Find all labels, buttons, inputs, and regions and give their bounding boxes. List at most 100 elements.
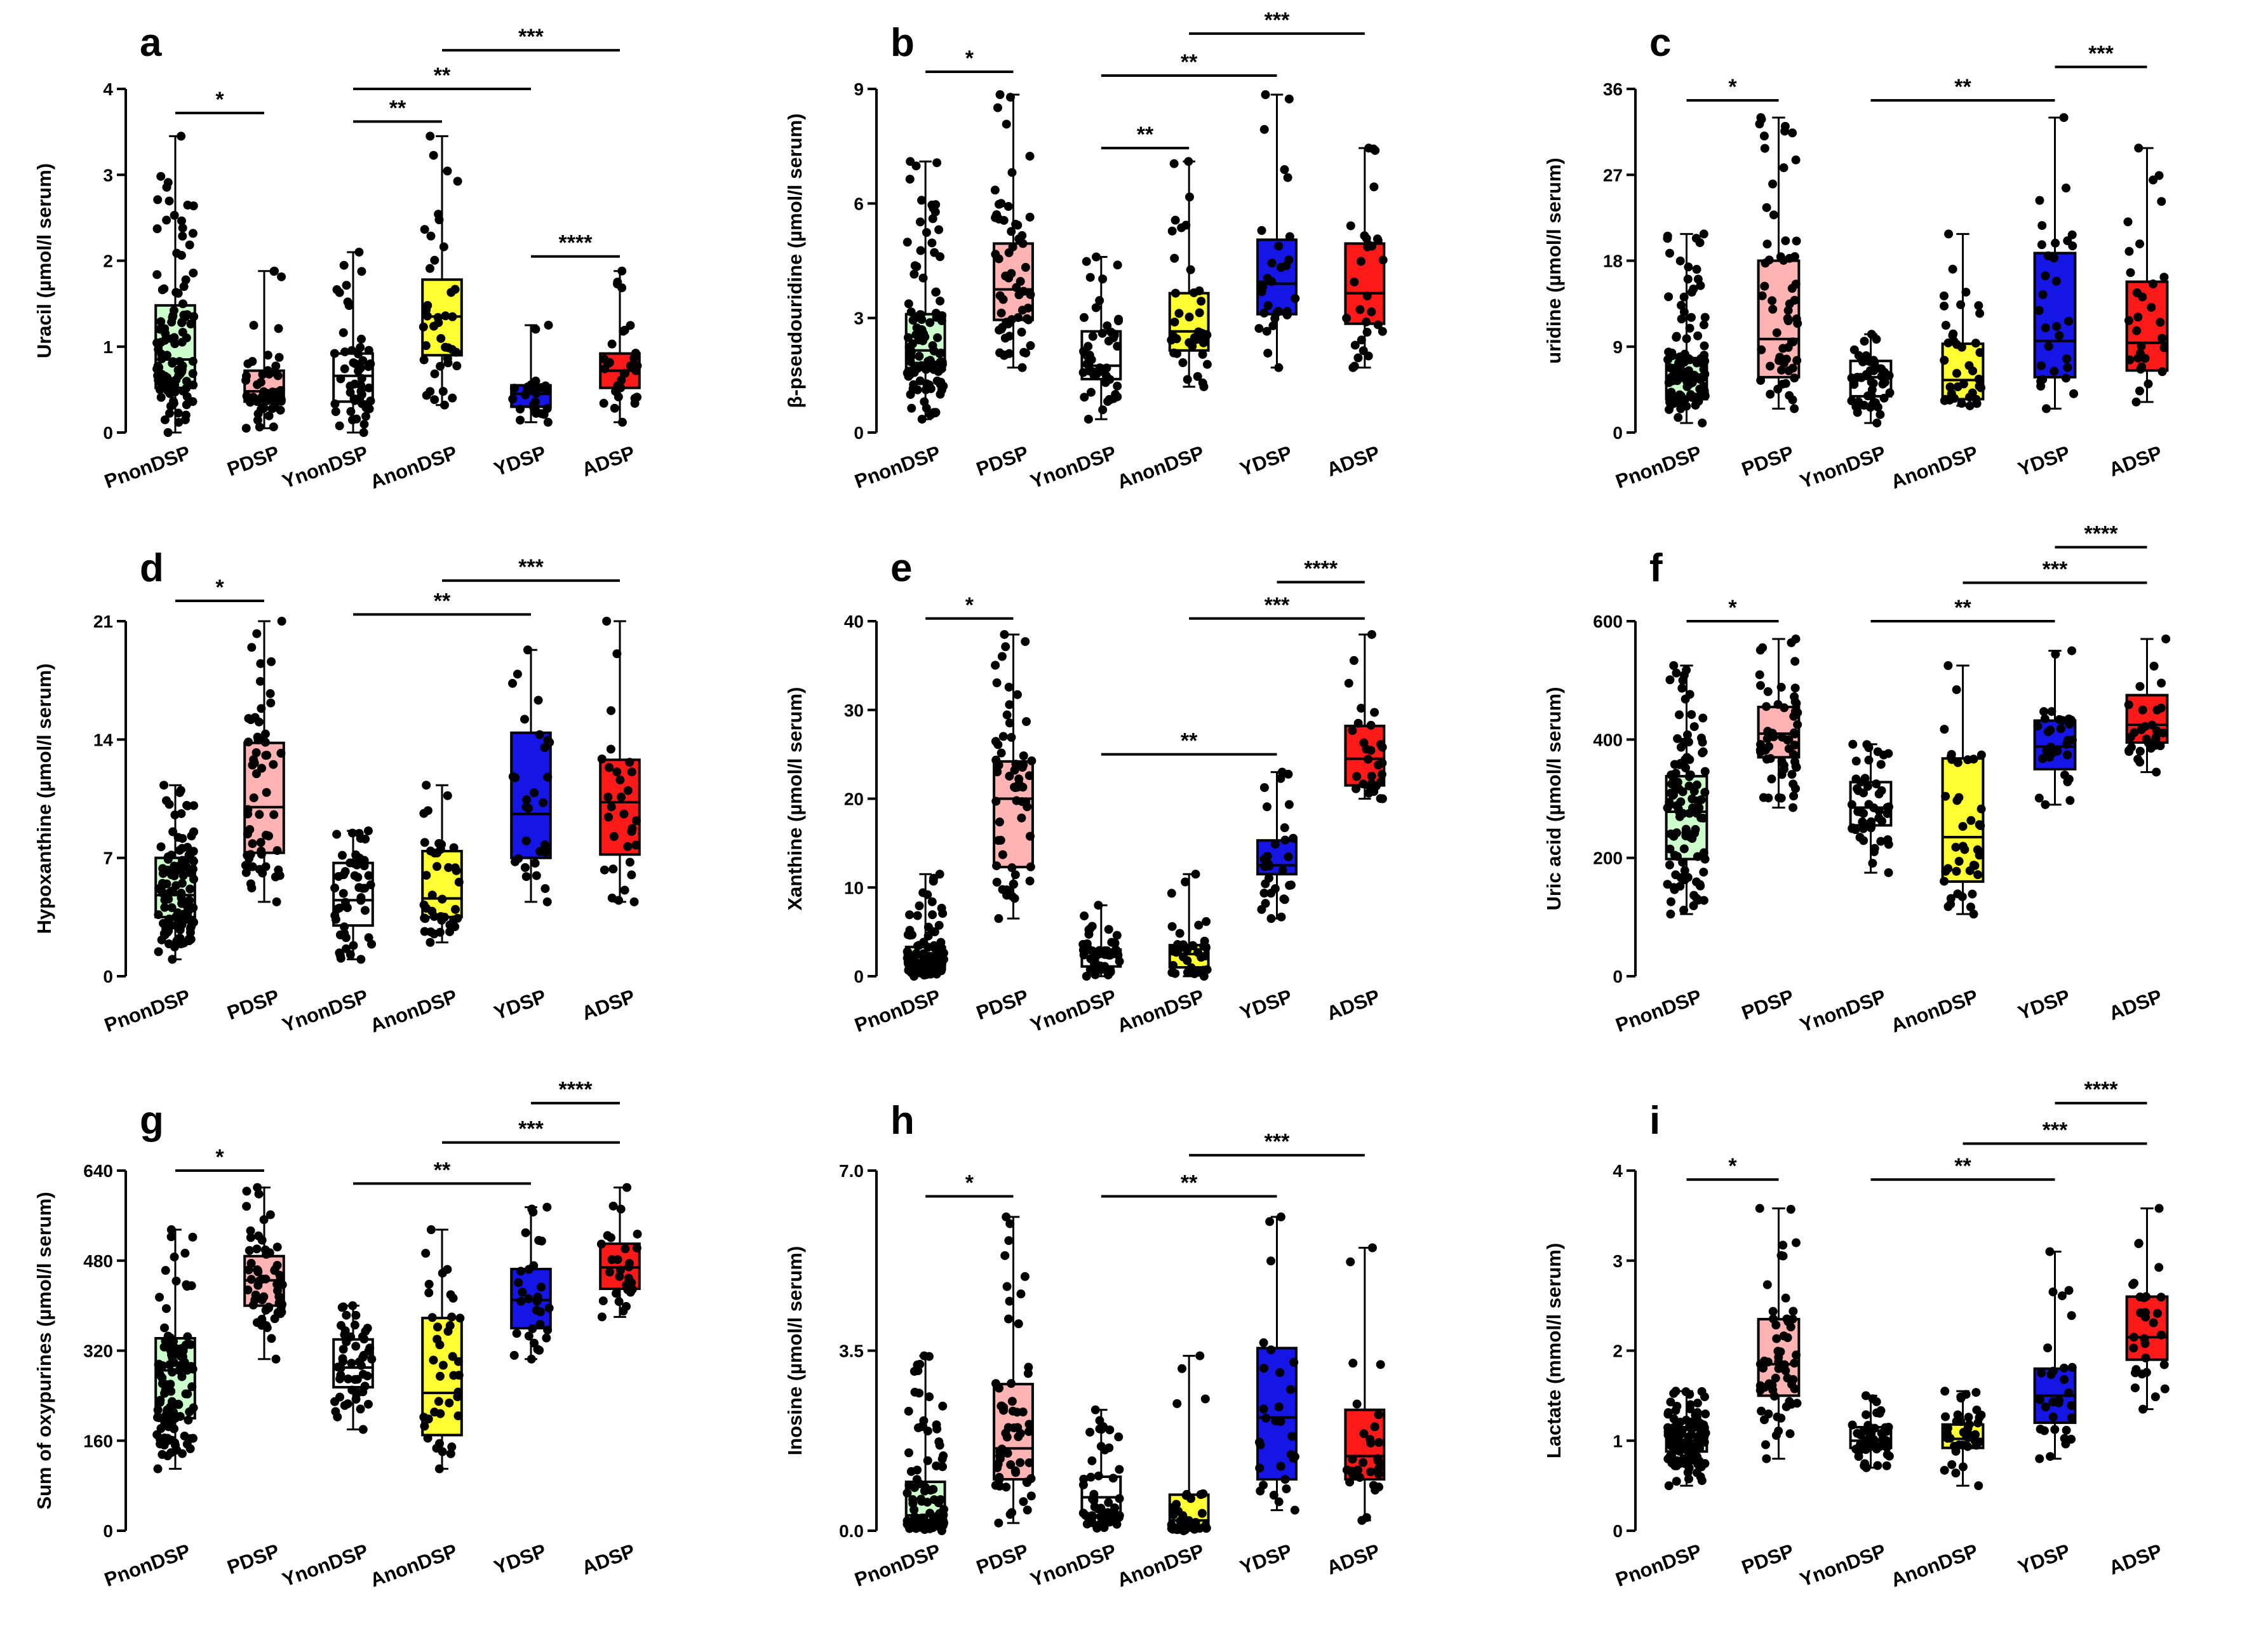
data-point (1686, 1400, 1695, 1409)
data-point (1678, 676, 1688, 685)
data-point (177, 216, 186, 225)
box-YnonDSP: YnonDSP (1028, 252, 1124, 493)
data-point (1371, 781, 1381, 791)
data-point (1769, 1392, 1779, 1401)
data-point (1700, 1392, 1709, 1402)
data-point (2157, 367, 2167, 377)
y-axis-title: Xanthine (µmol/l serum) (784, 687, 806, 910)
data-point (1083, 1512, 1092, 1521)
box-PnonDSP: PnonDSP (1613, 1387, 1710, 1591)
data-point (177, 251, 186, 260)
significance-bracket: **** (1277, 557, 1365, 584)
data-point (1764, 1409, 1773, 1419)
data-point (364, 871, 373, 880)
data-point (2135, 682, 2145, 691)
data-point (443, 791, 452, 800)
data-point (1079, 347, 1089, 356)
data-point (1944, 229, 1954, 239)
box-PnonDSP: PnonDSP (1613, 229, 1710, 493)
data-point (2061, 1439, 2070, 1449)
data-point (1696, 734, 1706, 743)
category-label: YDSP (2015, 441, 2073, 481)
data-point (2063, 363, 2072, 372)
data-point (2149, 1318, 2158, 1327)
data-point (1941, 791, 1950, 801)
data-point (271, 1354, 281, 1364)
data-point (1665, 1451, 1675, 1461)
data-point (1267, 277, 1277, 286)
data-point (1672, 364, 1682, 373)
data-point (189, 856, 198, 866)
data-point (533, 696, 543, 705)
data-point (2140, 1339, 2150, 1348)
panel-letter: c (1649, 21, 1671, 65)
box-YDSP: YDSP (1237, 767, 1298, 1024)
significance-label: **** (2084, 522, 2119, 546)
data-point (340, 1330, 349, 1340)
y-tick-label: 600 (1593, 612, 1623, 631)
data-point (2042, 746, 2051, 756)
data-point (1364, 755, 1373, 764)
data-point (2041, 323, 2050, 333)
data-point (915, 217, 925, 227)
y-tick-label: 4 (103, 79, 113, 99)
data-point (622, 1183, 632, 1192)
data-point (904, 351, 914, 360)
data-point (171, 920, 180, 930)
data-point (533, 1293, 542, 1302)
data-point (1862, 740, 1872, 749)
data-point (926, 1486, 936, 1495)
data-point (358, 356, 368, 365)
data-point (1971, 339, 1980, 348)
data-point (530, 859, 540, 868)
category-label: AnonDSP (1114, 985, 1207, 1037)
data-point (1882, 1461, 1891, 1470)
data-point (1784, 735, 1794, 744)
data-point (2067, 1311, 2076, 1321)
data-point (1763, 687, 1773, 696)
data-point (2048, 1412, 2058, 1421)
data-point (1675, 390, 1684, 400)
data-point (185, 1407, 194, 1416)
data-point (1880, 377, 1889, 387)
data-point (422, 781, 431, 790)
data-point (1259, 124, 1269, 134)
data-point (1790, 657, 1800, 666)
data-point (1684, 1474, 1693, 1484)
data-point (607, 706, 616, 715)
data-point (1190, 1524, 1199, 1534)
data-point (1868, 859, 1877, 868)
data-point (1018, 783, 1028, 792)
data-point (1084, 929, 1094, 939)
significance-bracket: * (925, 1171, 1014, 1198)
significance-bracket: *** (442, 25, 620, 52)
data-point (1342, 1465, 1352, 1475)
data-point (1005, 771, 1014, 781)
data-point (542, 897, 552, 906)
data-point (602, 617, 612, 626)
significance-label: **** (2084, 1078, 2119, 1102)
data-point (2064, 1286, 2074, 1295)
data-point (1026, 1491, 1036, 1501)
data-point (278, 1300, 287, 1309)
data-point (542, 1333, 551, 1343)
data-point (2124, 316, 2133, 325)
data-point (185, 240, 194, 250)
data-point (1007, 227, 1016, 236)
data-point (928, 1519, 937, 1528)
data-point (175, 1412, 185, 1421)
category-label: YnonDSP (279, 1540, 372, 1591)
data-point (1353, 1465, 1362, 1475)
data-point (356, 1404, 365, 1414)
data-point (1087, 366, 1096, 376)
data-point (424, 1279, 434, 1289)
data-point (445, 1398, 454, 1408)
data-point (1189, 288, 1198, 297)
data-point (154, 340, 163, 350)
data-point (995, 90, 1005, 100)
data-point (1779, 764, 1788, 774)
data-point (152, 270, 162, 279)
data-point (1197, 1509, 1207, 1518)
data-point (1693, 331, 1703, 340)
